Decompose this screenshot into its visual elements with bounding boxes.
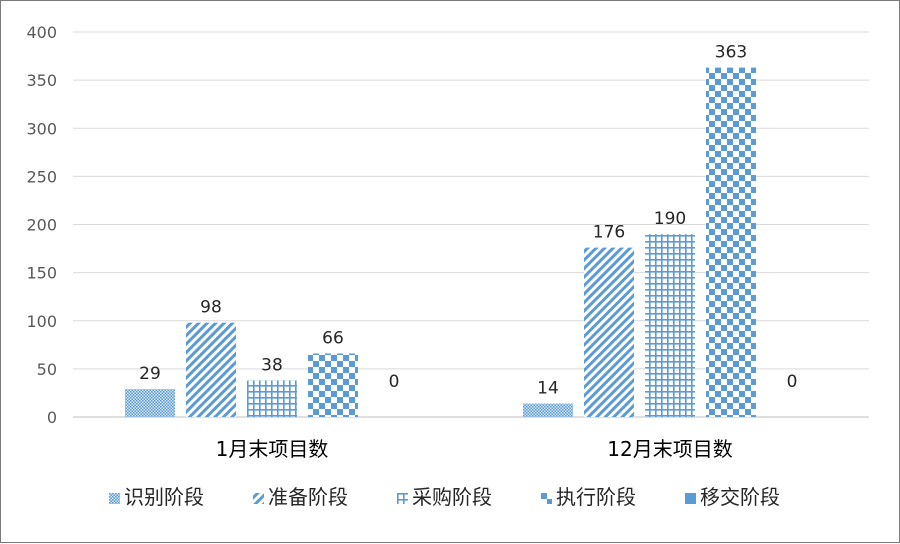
legend-label: 准备阶段	[268, 485, 348, 509]
x-axis: 1月末项目数 12月末项目数	[216, 437, 733, 461]
legend-label: 采购阶段	[412, 485, 492, 509]
legend-swatch	[397, 493, 408, 504]
data-label: 363	[715, 43, 747, 63]
legend-swatch	[685, 493, 696, 504]
y-tick-label: 400	[26, 23, 57, 42]
data-label: 38	[261, 355, 283, 375]
y-tick-label: 100	[26, 312, 57, 331]
legend: 识别阶段 准备阶段 采购阶段 执行阶段 移交阶段	[109, 485, 780, 509]
y-tick-label: 150	[26, 264, 57, 283]
y-tick-label: 250	[26, 167, 57, 186]
bars	[125, 67, 756, 418]
bar	[308, 353, 358, 417]
y-tick-label: 300	[26, 119, 57, 138]
legend-label: 执行阶段	[556, 485, 636, 509]
legend-item: 识别阶段	[109, 485, 204, 509]
category-label: 1月末项目数	[216, 437, 329, 461]
bar	[247, 380, 297, 417]
legend-item: 执行阶段	[541, 485, 636, 509]
legend-swatch	[541, 493, 552, 504]
bar	[186, 322, 236, 417]
data-label: 176	[593, 223, 625, 243]
legend-item: 采购阶段	[397, 485, 492, 509]
legend-swatch	[253, 493, 264, 504]
legend-item: 准备阶段	[253, 485, 348, 509]
bar	[706, 67, 756, 418]
data-label: 0	[389, 372, 400, 392]
y-tick-label: 200	[26, 216, 57, 235]
y-tick-label: 50	[37, 360, 57, 379]
bar	[584, 247, 634, 417]
data-label: 190	[654, 209, 686, 229]
legend-swatch	[109, 493, 120, 504]
legend-label: 识别阶段	[124, 485, 204, 509]
y-tick-label: 350	[26, 71, 57, 90]
y-axis: 0 50 100 150 200 250 300 350 400	[26, 23, 57, 427]
bar	[523, 403, 573, 417]
y-tick-label: 0	[47, 408, 57, 427]
data-label: 0	[787, 372, 798, 392]
data-label: 29	[139, 364, 161, 384]
data-label: 14	[537, 379, 559, 399]
bar	[125, 389, 175, 417]
category-label: 12月末项目数	[607, 437, 732, 461]
data-label: 66	[322, 328, 344, 348]
data-labels: 29 98 38 66 0 14 176 190 363 0	[139, 43, 797, 399]
data-label: 98	[200, 298, 222, 318]
legend-item: 移交阶段	[685, 485, 780, 509]
bar	[645, 234, 695, 417]
legend-label: 移交阶段	[700, 485, 780, 509]
